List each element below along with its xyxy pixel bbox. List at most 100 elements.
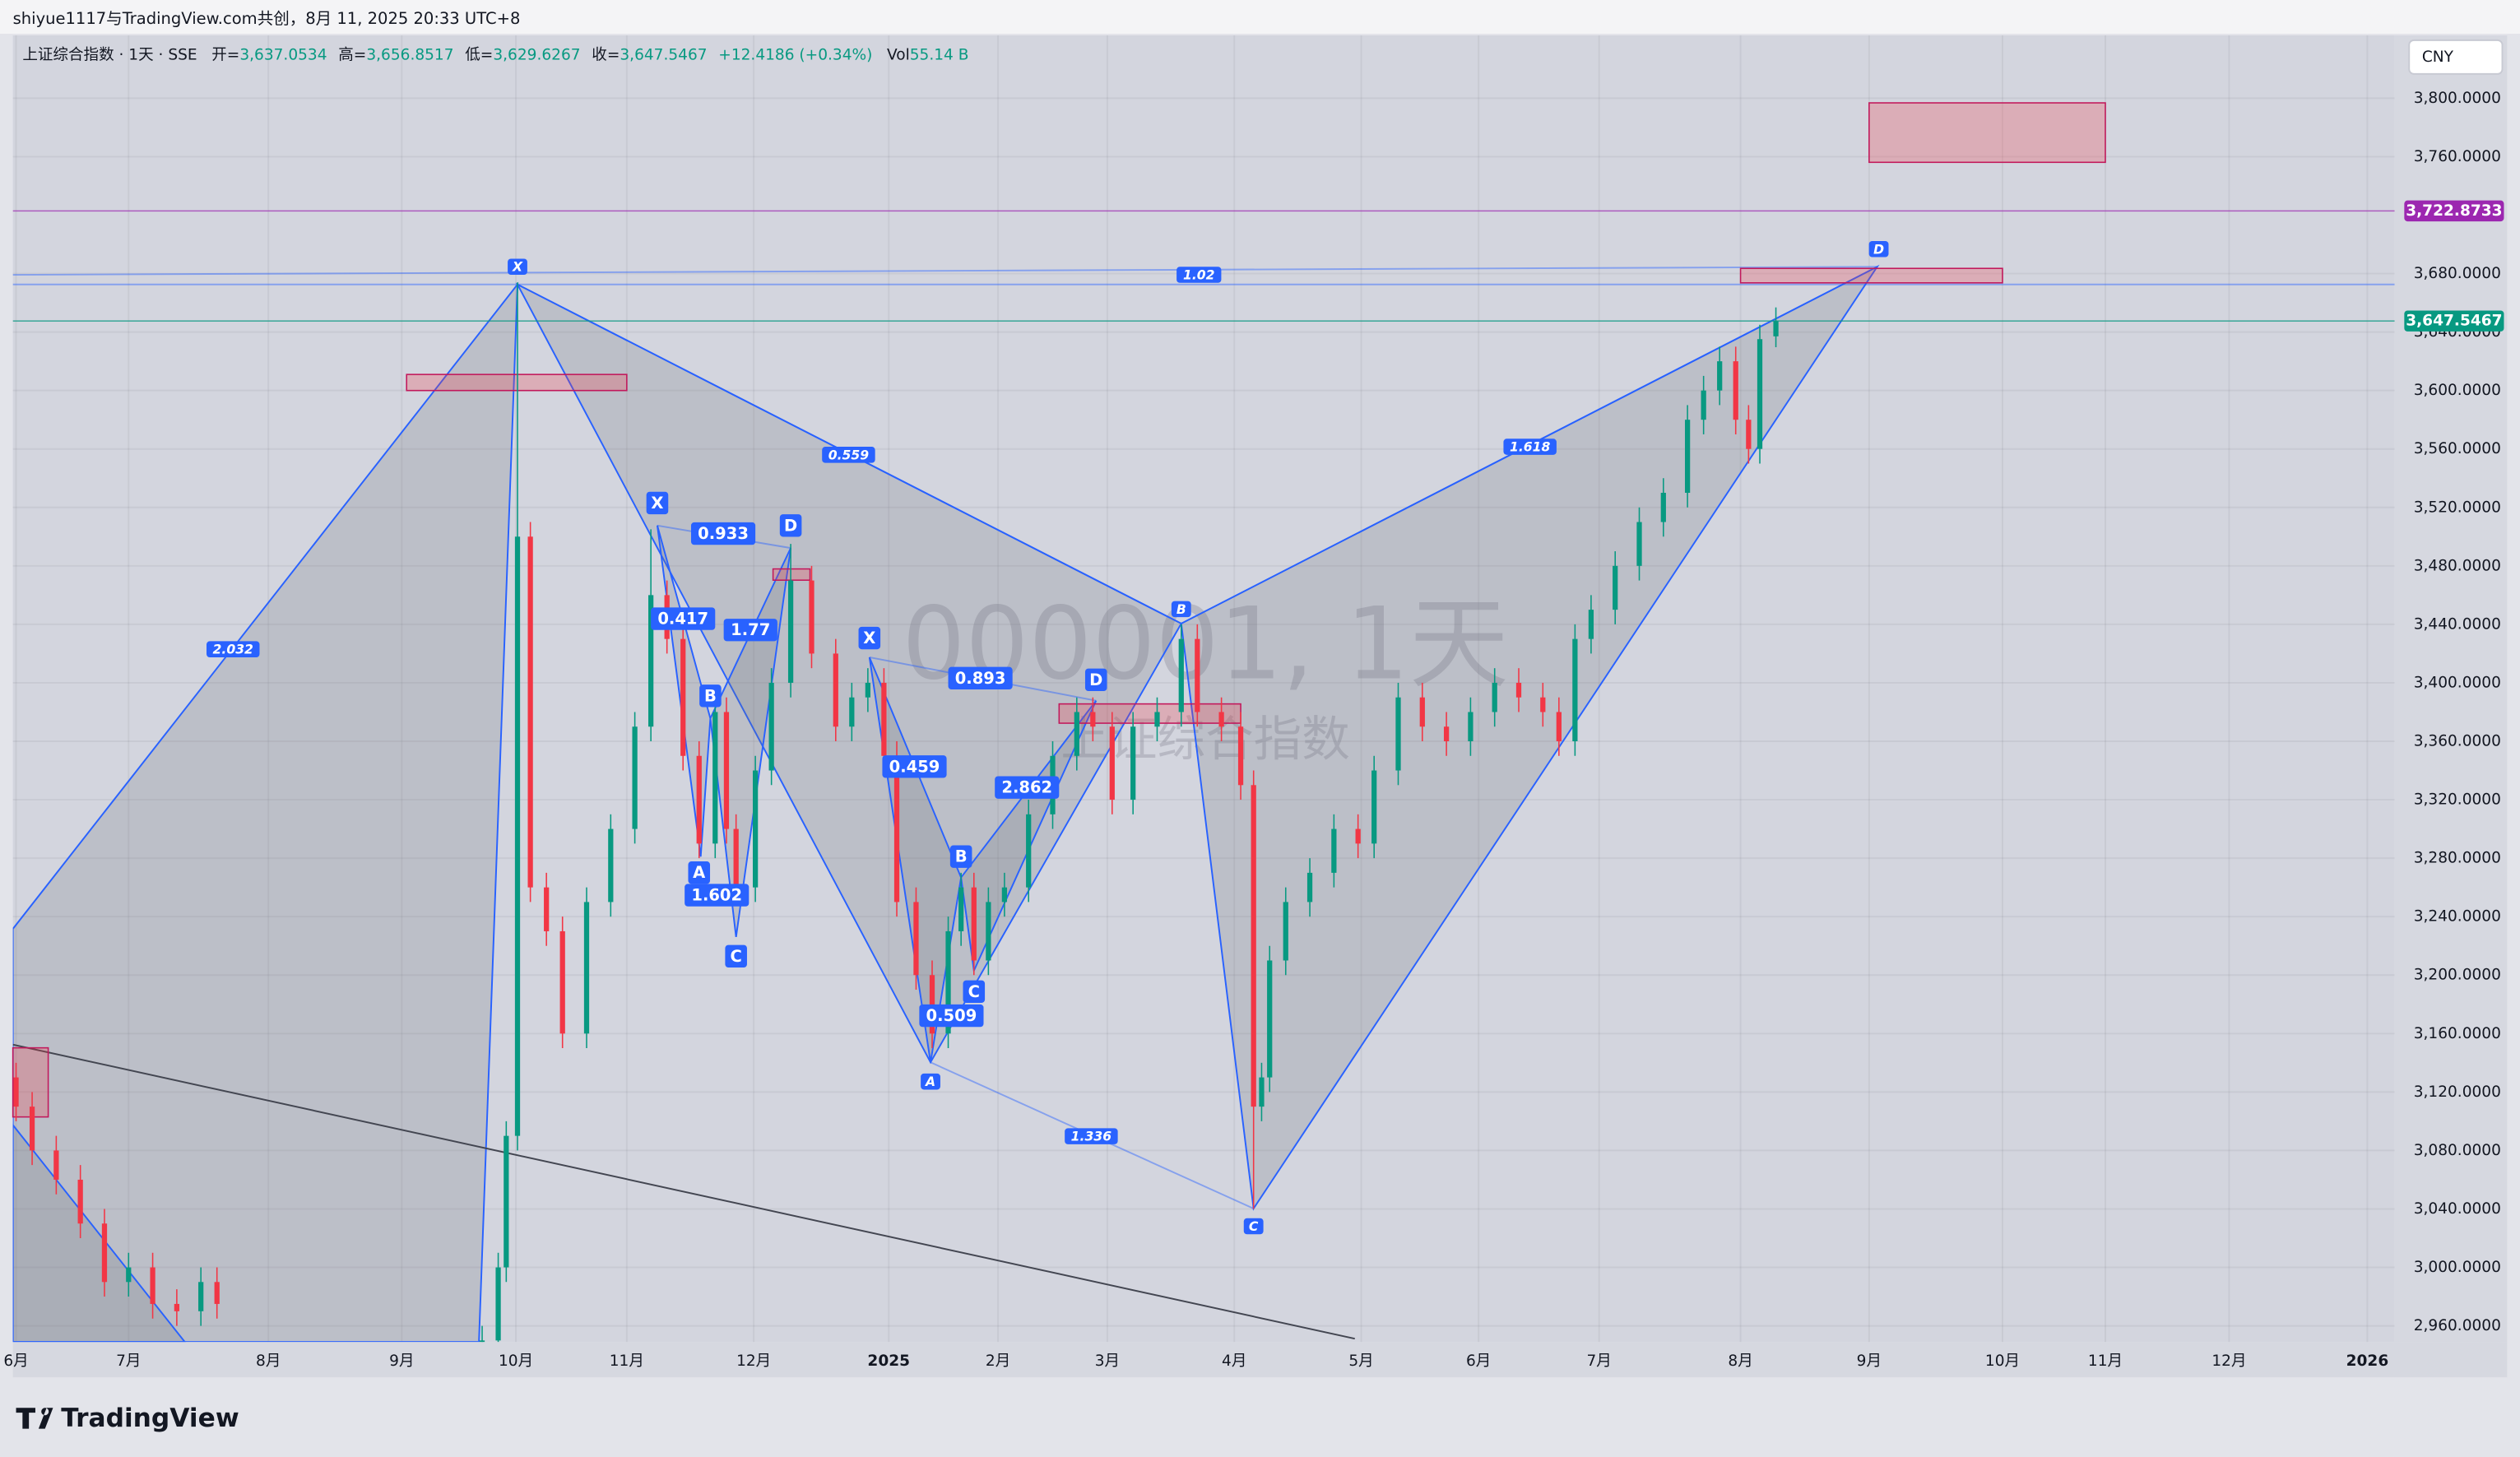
candle-body bbox=[1371, 770, 1377, 844]
x-tick-label: 11月 bbox=[610, 1353, 644, 1370]
brand: TradingView bbox=[61, 1404, 239, 1433]
y-tick-label: 3,240.0000 bbox=[2414, 908, 2501, 926]
pattern-label-box bbox=[822, 447, 875, 463]
y-tick-label: 3,200.0000 bbox=[2414, 967, 2501, 984]
x-tick-label: 11月 bbox=[2088, 1353, 2123, 1370]
y-tick-label: 2,960.0000 bbox=[2414, 1317, 2501, 1334]
candle-body bbox=[1355, 828, 1361, 844]
candle-body bbox=[1540, 697, 1546, 712]
pattern-label-box bbox=[779, 514, 802, 537]
pattern-label: C bbox=[1249, 1219, 1259, 1234]
candle-body bbox=[1306, 872, 1313, 903]
pattern-label-box bbox=[723, 619, 777, 642]
price-tag-label: 3,722.8733 bbox=[2406, 202, 2502, 220]
y-tick-label: 3,080.0000 bbox=[2414, 1142, 2501, 1159]
y-tick-label: 3,040.0000 bbox=[2414, 1200, 2501, 1218]
pattern-label-box bbox=[949, 845, 972, 868]
candle-body bbox=[1251, 785, 1256, 1107]
pattern-label: 1.77 bbox=[731, 620, 770, 639]
pane bbox=[12, 35, 2395, 1343]
candle-body bbox=[752, 770, 759, 888]
currency-button[interactable] bbox=[2408, 39, 2504, 75]
candle-body bbox=[544, 887, 550, 931]
x-tick-label: 6月 bbox=[1466, 1353, 1491, 1370]
candle-body bbox=[1660, 493, 1666, 522]
y-tick-label: 3,760.0000 bbox=[2414, 148, 2501, 165]
pattern-label-box bbox=[1065, 1128, 1118, 1144]
pattern-label-box bbox=[207, 641, 260, 657]
candle-body bbox=[1701, 390, 1706, 420]
candle-body bbox=[1443, 726, 1450, 742]
candle-body bbox=[1395, 697, 1401, 771]
candle-body bbox=[495, 1267, 501, 1341]
candle-body bbox=[986, 902, 991, 961]
pattern-label-box bbox=[646, 491, 669, 515]
volume: 55.14 B bbox=[910, 46, 969, 63]
pattern-label-box bbox=[1171, 601, 1191, 618]
candle-body bbox=[77, 1179, 83, 1224]
ohlc-label: 开= bbox=[211, 46, 239, 63]
candle-body bbox=[712, 712, 718, 844]
pattern-label: C bbox=[968, 982, 980, 1001]
x-tick-label: 6月 bbox=[3, 1353, 28, 1370]
time-axis bbox=[12, 1342, 2508, 1378]
pattern-label-box bbox=[651, 607, 716, 630]
pattern-label: D bbox=[784, 516, 797, 535]
y-tick-label: 3,520.0000 bbox=[2414, 499, 2501, 516]
pattern-label-box bbox=[690, 522, 756, 545]
pattern-label: 0.933 bbox=[698, 524, 749, 543]
y-tick-label: 3,280.0000 bbox=[2414, 850, 2501, 867]
candle-body bbox=[929, 975, 935, 1034]
currency[interactable]: CNY bbox=[2422, 49, 2454, 66]
pattern-label-box bbox=[995, 776, 1060, 799]
candle-body bbox=[559, 930, 565, 1034]
candle-body bbox=[1267, 960, 1273, 1078]
candle-body bbox=[608, 828, 614, 903]
candle-body bbox=[1195, 638, 1200, 712]
candle-body bbox=[1283, 902, 1288, 961]
zone-box bbox=[12, 1046, 49, 1118]
pattern-label: 1.618 bbox=[1510, 440, 1551, 455]
pattern-label-box bbox=[1243, 1218, 1264, 1235]
candle-body bbox=[881, 682, 887, 756]
candle-body bbox=[1419, 697, 1425, 727]
candle-body bbox=[849, 697, 855, 727]
candle-body bbox=[1026, 814, 1032, 888]
candle-body bbox=[1178, 638, 1184, 712]
candle-body bbox=[1090, 712, 1096, 727]
ohlc-value: 3,629.6267 bbox=[493, 46, 580, 63]
candle-body bbox=[1218, 712, 1224, 727]
pattern-label: 2.032 bbox=[213, 643, 253, 657]
x-tick-label: 3月 bbox=[1095, 1353, 1120, 1370]
candle-body bbox=[1001, 887, 1008, 903]
candle-body bbox=[865, 682, 870, 698]
candle-body bbox=[1074, 712, 1079, 756]
y-tick-label: 3,440.0000 bbox=[2414, 615, 2501, 633]
x-tick-label: 9月 bbox=[389, 1353, 414, 1370]
pattern-label: X bbox=[863, 629, 875, 647]
ohlc-label: 收= bbox=[592, 46, 620, 63]
candle-body bbox=[1746, 420, 1752, 449]
y-tick-label: 3,360.0000 bbox=[2414, 733, 2501, 750]
candle-body bbox=[1636, 522, 1642, 566]
zone-box bbox=[1868, 102, 2106, 164]
candle-body bbox=[680, 638, 686, 756]
candle-body bbox=[101, 1223, 108, 1283]
zone-box bbox=[1739, 267, 2003, 284]
x-tick-label: 8月 bbox=[256, 1353, 281, 1370]
candle-body bbox=[971, 887, 977, 961]
logo: TradingView bbox=[16, 1404, 239, 1433]
y-tick-label: 3,120.0000 bbox=[2414, 1083, 2501, 1101]
candle-body bbox=[1733, 361, 1738, 420]
pattern-label-box bbox=[921, 1073, 940, 1090]
pattern-label: B bbox=[704, 686, 717, 705]
candle-body bbox=[514, 536, 521, 1136]
pattern-label: 0.893 bbox=[955, 669, 1006, 688]
candle-body bbox=[733, 828, 739, 888]
pattern-label-box bbox=[1868, 241, 1889, 258]
pattern-label-box bbox=[1503, 438, 1557, 455]
pattern-label-box bbox=[1084, 668, 1107, 691]
pattern-label: 2.862 bbox=[1001, 778, 1052, 797]
pattern-label: B bbox=[955, 847, 968, 866]
